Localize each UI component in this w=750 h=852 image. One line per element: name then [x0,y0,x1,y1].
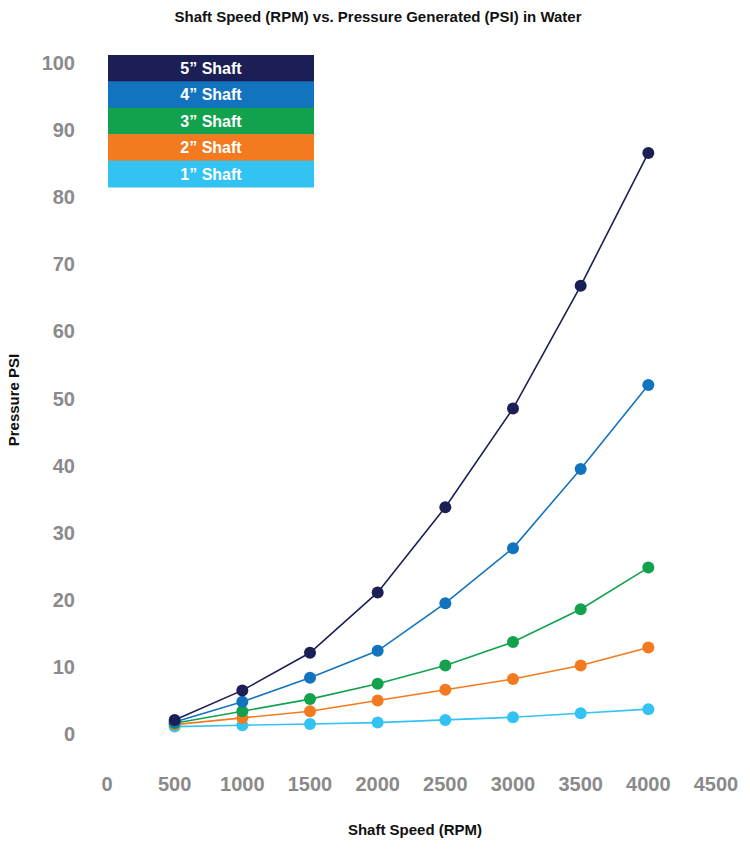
legend-label: 3” Shaft [180,113,242,130]
data-point [642,379,654,391]
x-tick-label: 0 [101,773,112,795]
data-point [439,684,451,696]
legend-swatch [108,81,314,108]
y-tick-label: 20 [53,589,75,611]
data-point [575,280,587,292]
x-tick-label: 3000 [491,773,536,795]
data-point [642,641,654,653]
legend-label: 2” Shaft [180,139,242,156]
x-tick-label: 2000 [355,773,400,795]
y-tick-label: 100 [42,52,75,74]
data-point [507,673,519,685]
legend-swatch [108,55,314,82]
data-point [236,696,248,708]
data-point [304,693,316,705]
y-axis-label: Pressure PSI [5,354,22,447]
y-tick-label: 0 [64,723,75,745]
data-point [372,678,384,690]
y-tick-label: 40 [53,455,75,477]
data-point [372,586,384,598]
data-point [304,718,316,730]
data-point [575,660,587,672]
data-point [372,645,384,657]
y-tick-label: 90 [53,119,75,141]
legend-swatch [108,108,314,135]
data-point [642,703,654,715]
data-point [575,603,587,615]
data-point [372,694,384,706]
data-point [642,147,654,159]
legend-swatch [108,134,314,161]
data-point [507,636,519,648]
legend-label: 5” Shaft [180,60,242,77]
x-tick-label: 1500 [288,773,333,795]
x-tick-label: 4000 [626,773,671,795]
legend: 5” Shaft 4” Shaft 3” Shaft 2” Shaft 1” Shaft [108,55,314,188]
legend-label: 1” Shaft [180,166,242,183]
data-point [304,705,316,717]
x-tick-label: 3500 [558,773,603,795]
legend-label: 4” Shaft [180,86,242,103]
data-point [439,501,451,513]
y-tick-label: 10 [53,656,75,678]
series-line [175,385,649,722]
x-tick-label: 4500 [694,773,739,795]
data-point [507,403,519,415]
x-tick-label: 2500 [423,773,468,795]
data-point [575,463,587,475]
data-point [304,672,316,684]
data-point [304,647,316,659]
y-tick-label: 50 [53,388,75,410]
data-point [575,707,587,719]
legend-swatch [108,161,314,188]
x-axis-label: Shaft Speed (RPM) [348,821,482,838]
data-point [507,711,519,723]
x-tick-label: 500 [158,773,191,795]
data-point [439,714,451,726]
title: Shaft Speed (RPM) vs. Pressure Generated… [174,8,581,25]
series-line [175,647,649,724]
data-point [372,717,384,729]
y-tick-label: 80 [53,186,75,208]
plot-area [169,147,655,733]
data-point [507,542,519,554]
y-tick-label: 70 [53,253,75,275]
data-point [236,684,248,696]
data-point [439,660,451,672]
x-tick-label: 1000 [220,773,265,795]
data-point [642,562,654,574]
y-tick-label: 30 [53,522,75,544]
series-line [175,153,649,720]
data-point [169,714,181,726]
series-line [175,568,649,724]
y-tick-label: 60 [53,320,75,342]
data-point [439,597,451,609]
chart: Shaft Speed (RPM) vs. Pressure Generated… [0,0,750,852]
